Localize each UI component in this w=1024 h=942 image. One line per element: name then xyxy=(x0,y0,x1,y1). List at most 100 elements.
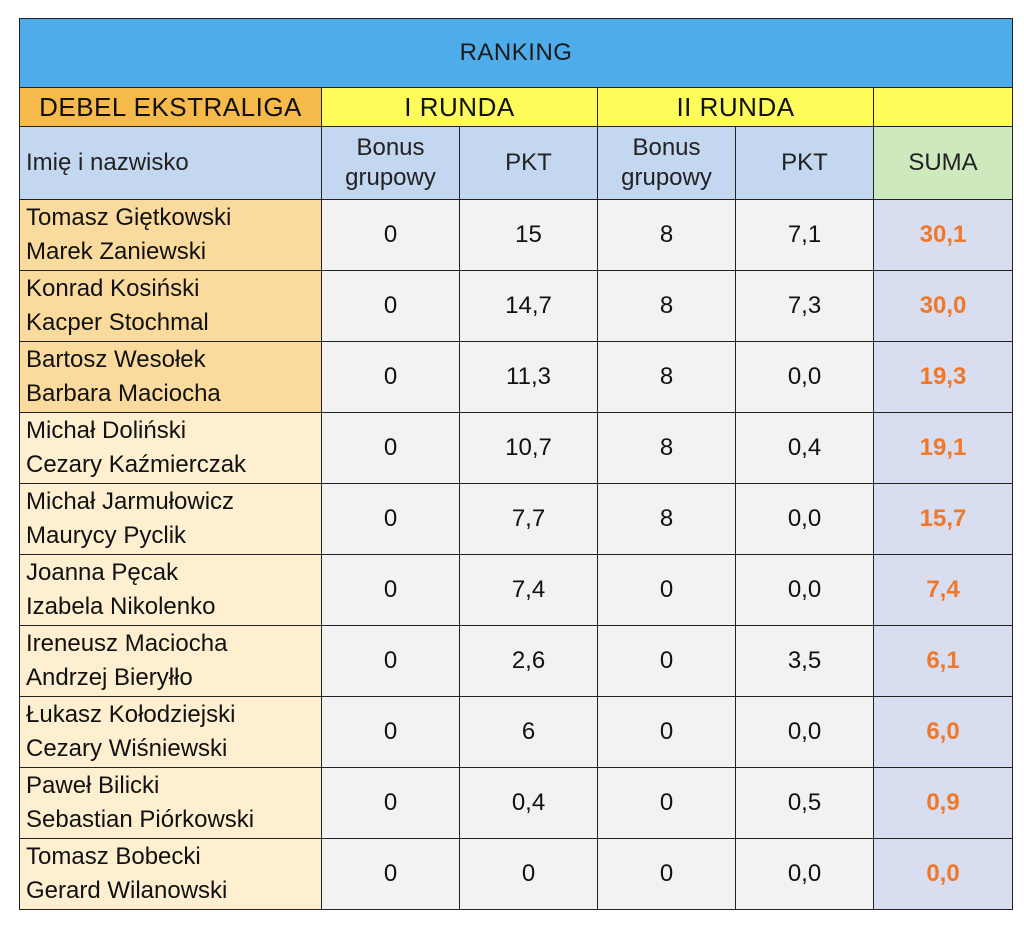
round-2-bonus-cell: 8 xyxy=(597,199,736,271)
round-2-pkt-cell: 0,5 xyxy=(735,767,874,839)
player-2-name: Gerard Wilanowski xyxy=(26,877,228,904)
player-names-cell: Konrad Kosiński Kacper Stochmal xyxy=(19,270,322,342)
round-2-pkt-cell: 0,4 xyxy=(735,412,874,484)
round-1-pkt-cell: 14,7 xyxy=(459,270,598,342)
player-1-name: Konrad Kosiński xyxy=(26,275,200,302)
round-1-pkt-cell: 11,3 xyxy=(459,341,598,413)
suma-cell: 19,3 xyxy=(872,341,1014,413)
player-2-name: Kacper Stochmal xyxy=(26,309,209,336)
round-1-pkt-cell: 0 xyxy=(459,838,598,910)
round-2-pkt-cell: 3,5 xyxy=(735,625,874,697)
table-row: Ireneusz Maciocha Andrzej Bieryłło 0 2,6 0 3,… xyxy=(19,625,1014,697)
table-title: RANKING xyxy=(18,18,1014,88)
player-names-cell: Michał Doliński Cezary Kaźmierczak xyxy=(19,412,322,484)
round-2-header: II RUNDA xyxy=(597,87,874,127)
player-2-name: Cezary Kaźmierczak xyxy=(26,451,247,478)
round-1-pkt-cell: 15 xyxy=(459,199,598,271)
player-names-cell: Tomasz Bobecki Gerard Wilanowski xyxy=(19,838,322,910)
round-1-bonus-cell: 0 xyxy=(321,767,460,839)
suma-cell: 30,1 xyxy=(872,199,1014,271)
player-names-cell: Łukasz Kołodziejski Cezary Wiśniewski xyxy=(19,696,322,768)
table-row: Tomasz Giętkowski Marek Zaniewski 0 15 8 7,1 3… xyxy=(19,199,1014,271)
suma-cell: 0,9 xyxy=(872,767,1014,839)
ranking-rows: Tomasz Giętkowski Marek Zaniewski 0 15 8 7,1 3… xyxy=(19,199,1014,910)
bonus-label-line1: Bonus xyxy=(356,134,425,161)
player-names-cell: Ireneusz Maciocha Andrzej Bieryłło xyxy=(19,625,322,697)
player-2-name: Maurycy Pyclik xyxy=(26,522,187,549)
round-2-bonus-cell: 0 xyxy=(597,554,736,626)
round-1-bonus-cell: 0 xyxy=(321,270,460,342)
player-1-name: Łukasz Kołodziejski xyxy=(26,701,236,728)
suma-cell: 6,1 xyxy=(872,625,1014,697)
player-names-cell: Bartosz Wesołek Barbara Maciocha xyxy=(19,341,322,413)
player-1-name: Ireneusz Maciocha xyxy=(26,630,228,657)
round-2-bonus-cell: 0 xyxy=(597,625,736,697)
bonus-label-line2: grupowy xyxy=(621,164,712,191)
round-1-bonus-cell: 0 xyxy=(321,625,460,697)
suma-cell: 6,0 xyxy=(872,696,1014,768)
player-2-name: Barbara Maciocha xyxy=(26,380,221,407)
round-2-pkt-header: PKT xyxy=(735,126,874,200)
round-2-bonus-cell: 8 xyxy=(597,483,736,555)
round-2-bonus-cell: 8 xyxy=(597,412,736,484)
round-1-bonus-cell: 0 xyxy=(321,412,460,484)
empty-header-cell xyxy=(872,87,1014,127)
round-1-bonus-cell: 0 xyxy=(321,838,460,910)
name-column-header: Imię i nazwisko xyxy=(19,126,322,200)
round-2-bonus-cell: 8 xyxy=(597,341,736,413)
player-1-name: Tomasz Giętkowski xyxy=(26,204,232,231)
table-row: Bartosz Wesołek Barbara Maciocha 0 11,3 8 0,0… xyxy=(19,341,1014,413)
round-1-bonus-cell: 0 xyxy=(321,341,460,413)
player-2-name: Cezary Wiśniewski xyxy=(26,735,228,762)
suma-cell: 30,0 xyxy=(872,270,1014,342)
round-1-pkt-cell: 2,6 xyxy=(459,625,598,697)
suma-cell: 19,1 xyxy=(872,412,1014,484)
round-2-bonus-cell: 0 xyxy=(597,767,736,839)
title-row: RANKING xyxy=(18,18,1014,88)
round-1-bonus-cell: 0 xyxy=(321,554,460,626)
table-row: Tomasz Bobecki Gerard Wilanowski 0 0 0 0,0 0,0 xyxy=(19,838,1014,910)
player-names-cell: Tomasz Giętkowski Marek Zaniewski xyxy=(19,199,322,271)
table-row: Joanna Pęcak Izabela Nikolenko 0 7,4 0 0,0 7,4 xyxy=(19,554,1014,626)
player-2-name: Sebastian Piórkowski xyxy=(26,806,255,833)
round-1-pkt-header: PKT xyxy=(459,126,598,200)
round-2-pkt-cell: 0,0 xyxy=(735,838,874,910)
player-names-cell: Joanna Pęcak Izabela Nikolenko xyxy=(19,554,322,626)
player-2-name: Marek Zaniewski xyxy=(26,238,207,265)
round-1-bonus-cell: 0 xyxy=(321,483,460,555)
round-1-bonus-cell: 0 xyxy=(321,199,460,271)
suma-cell: 15,7 xyxy=(872,483,1014,555)
table-row: Michał Jarmułowicz Maurycy Pyclik 0 7,7 8 0,0… xyxy=(19,483,1014,555)
player-names-cell: Paweł Bilicki Sebastian Piórkowski xyxy=(19,767,322,839)
round-1-pkt-cell: 0,4 xyxy=(459,767,598,839)
round-2-pkt-cell: 0,0 xyxy=(735,483,874,555)
player-2-name: Andrzej Bieryłło xyxy=(26,664,193,691)
round-2-pkt-cell: 0,0 xyxy=(735,341,874,413)
player-1-name: Michał Jarmułowicz xyxy=(26,488,235,515)
table-row: Konrad Kosiński Kacper Stochmal 0 14,7 8 7,3 3… xyxy=(19,270,1014,342)
player-1-name: Paweł Bilicki xyxy=(26,772,160,799)
round-1-bonus-cell: 0 xyxy=(321,696,460,768)
suma-cell: 7,4 xyxy=(872,554,1014,626)
division-label: DEBEL EKSTRALIGA xyxy=(19,87,322,127)
round-2-bonus-cell: 0 xyxy=(597,696,736,768)
round-2-pkt-cell: 0,0 xyxy=(735,696,874,768)
table-row: Michał Doliński Cezary Kaźmierczak 0 10,7 8 0… xyxy=(19,412,1014,484)
ranking-table-wrapper: RANKING DEBEL EKSTRALIGA I RUNDA II RUND… xyxy=(18,18,1014,910)
round-1-bonus-header: Bonus grupowy xyxy=(321,126,460,200)
round-2-pkt-cell: 7,1 xyxy=(735,199,874,271)
round-2-bonus-header: Bonus grupowy xyxy=(597,126,736,200)
bonus-label-line1: Bonus xyxy=(632,134,701,161)
bonus-label-line2: grupowy xyxy=(345,164,436,191)
round-header-row: DEBEL EKSTRALIGA I RUNDA II RUNDA xyxy=(19,87,1014,127)
ranking-table: RANKING DEBEL EKSTRALIGA I RUNDA II RUND… xyxy=(18,18,1014,910)
round-1-header: I RUNDA xyxy=(321,87,598,127)
table-row: Łukasz Kołodziejski Cezary Wiśniewski 0 6 0 0… xyxy=(19,696,1014,768)
round-2-pkt-cell: 7,3 xyxy=(735,270,874,342)
round-2-bonus-cell: 0 xyxy=(597,838,736,910)
suma-cell: 0,0 xyxy=(872,838,1014,910)
round-1-pkt-cell: 10,7 xyxy=(459,412,598,484)
player-1-name: Michał Doliński xyxy=(26,417,187,444)
round-2-pkt-cell: 0,0 xyxy=(735,554,874,626)
table-row: Paweł Bilicki Sebastian Piórkowski 0 0,4 0 0,… xyxy=(19,767,1014,839)
